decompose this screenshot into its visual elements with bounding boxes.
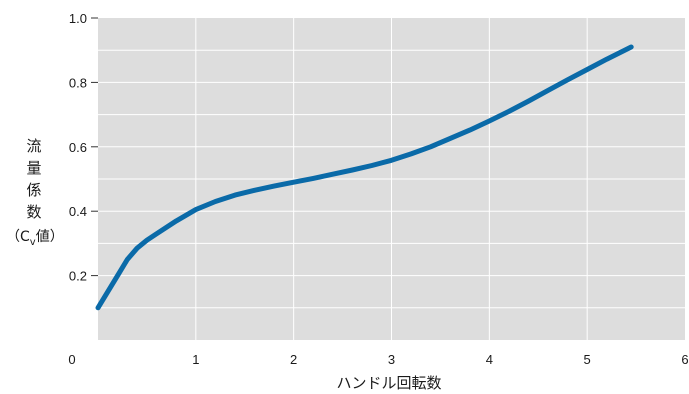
- x-tick-label: 1: [192, 352, 199, 367]
- x-tick-label: 5: [584, 352, 591, 367]
- y-axis-unit: （Cv値）: [6, 229, 64, 248]
- origin-label: 0: [68, 352, 75, 367]
- y-axis-title: 流 量 係 数 （Cv値）: [6, 137, 64, 248]
- y-axis-unit-open: （C: [6, 229, 30, 245]
- y-tick-label: 0.8: [69, 75, 87, 90]
- y-tick-label: 0.4: [69, 204, 87, 219]
- y-tick-label: 1.0: [69, 11, 87, 26]
- y-axis-title-char: 流: [26, 137, 41, 155]
- y-tick-label: 0.2: [69, 269, 87, 284]
- x-tick-label: 6: [681, 352, 688, 367]
- flow-curve-line: [95, 44, 634, 311]
- tick-labels: 0.2 0.4 0.6 0.8 1.0 1 2 3 4 5 6 0: [68, 11, 688, 367]
- y-tick-label: 0.6: [69, 140, 87, 155]
- x-tick-label: 2: [290, 352, 297, 367]
- axis-ticks: [91, 17, 98, 277]
- y-axis-title-char: 係: [26, 181, 41, 199]
- y-axis-unit-close: 値）: [36, 229, 64, 245]
- y-axis-title-char: 数: [26, 203, 41, 221]
- x-tick-label: 4: [486, 352, 493, 367]
- y-axis-title-char: 量: [26, 159, 41, 177]
- y-axis-unit-sub: v: [30, 237, 36, 248]
- x-tick-label: 3: [388, 352, 395, 367]
- x-axis-title: ハンドル回転数: [336, 374, 441, 392]
